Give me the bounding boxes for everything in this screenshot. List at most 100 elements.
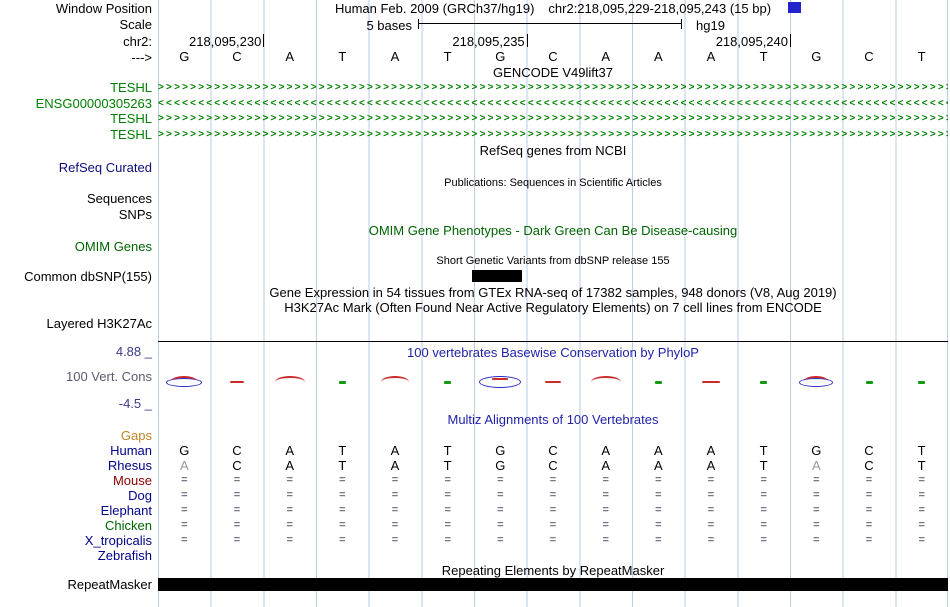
track-label-100-vert-cons[interactable]: 100 Vert. Cons bbox=[66, 369, 152, 384]
refseq-title[interactable]: RefSeq genes from NCBI bbox=[479, 143, 627, 158]
unalignable-mark: = bbox=[497, 504, 504, 516]
species-label-dog[interactable]: Dog bbox=[128, 488, 152, 503]
refseq-track[interactable] bbox=[158, 159, 948, 176]
unalignable-mark: = bbox=[339, 519, 346, 531]
phylop-mark bbox=[338, 381, 346, 384]
alignment-track-x_tropicalis[interactable]: = = = = = = = = = = = = = = = bbox=[158, 533, 948, 548]
species-label-gaps[interactable]: Gaps bbox=[120, 428, 152, 443]
unalignable-mark: = bbox=[181, 474, 188, 486]
alignment-track-zebrafish[interactable] bbox=[158, 548, 948, 563]
unalignable-mark: = bbox=[655, 474, 662, 486]
alignment-row-dog: Dog = = = = = = = = = = = = = = = bbox=[0, 488, 950, 503]
chrom-label: chr2: bbox=[123, 33, 152, 49]
repeat-element-bar[interactable] bbox=[158, 578, 948, 591]
transcript-forward-arrows[interactable]: >>>>>>>>>>>>>>>>>>>>>>>>>>>>>>>>>>>>>>>>… bbox=[158, 128, 948, 140]
aligned-base: C bbox=[548, 443, 558, 458]
track-label-layered-h3k27ac[interactable]: Layered H3K27Ac bbox=[46, 315, 152, 331]
alignment-track-gaps[interactable] bbox=[158, 428, 948, 443]
refseq-label-row: RefSeq Curated bbox=[0, 159, 950, 176]
gtex-title[interactable]: Gene Expression in 54 tissues from GTEx … bbox=[269, 284, 837, 300]
aligned-base: C bbox=[864, 458, 874, 473]
unalignable-mark: = bbox=[286, 489, 293, 501]
gencode-title[interactable]: GENCODE V49lift37 bbox=[493, 65, 613, 80]
reference-base: C bbox=[864, 49, 874, 64]
aligned-base: C bbox=[864, 443, 874, 458]
alignment-track-elephant[interactable]: = = = = = = = = = = = = = = = bbox=[158, 503, 948, 518]
reference-base: G bbox=[179, 49, 190, 64]
species-label-human[interactable]: Human bbox=[110, 443, 152, 458]
scale-bar bbox=[418, 19, 682, 29]
track-label-snps[interactable]: SNPs bbox=[118, 206, 152, 222]
alignment-track-chicken[interactable]: = = = = = = = = = = = = = = = bbox=[158, 518, 948, 533]
alignment-track-mouse[interactable]: = = = = = = = = = = = = = = = bbox=[158, 473, 948, 488]
species-label-mouse[interactable]: Mouse bbox=[112, 473, 152, 488]
blue-marker bbox=[788, 2, 801, 13]
dbsnp-title[interactable]: Short Genetic Variants from dbSNP releas… bbox=[436, 255, 670, 267]
track-label-sequences[interactable]: Sequences bbox=[86, 190, 152, 206]
species-label-rhesus[interactable]: Rhesus bbox=[107, 458, 152, 473]
aligned-base: A bbox=[706, 443, 716, 458]
species-label-chicken[interactable]: Chicken bbox=[105, 518, 152, 533]
track-gap bbox=[0, 331, 950, 341]
unalignable-mark: = bbox=[549, 519, 557, 531]
conservation-body-row: 100 Vert. Cons bbox=[0, 362, 950, 396]
omim-title[interactable]: OMIM Gene Phenotypes - Dark Green Can Be… bbox=[368, 222, 738, 238]
aligned-base: A bbox=[811, 458, 821, 473]
repeatmasker-track[interactable] bbox=[158, 577, 948, 592]
h3k27ac-track[interactable] bbox=[158, 315, 948, 331]
transcript-forward-arrows[interactable]: >>>>>>>>>>>>>>>>>>>>>>>>>>>>>>>>>>>>>>>>… bbox=[158, 82, 948, 93]
track-label-common-dbsnp[interactable]: Common dbSNP(155) bbox=[24, 268, 152, 284]
unalignable-mark: = bbox=[707, 489, 715, 501]
track-label-refseq-curated[interactable]: RefSeq Curated bbox=[58, 160, 152, 175]
omim-track[interactable] bbox=[158, 238, 948, 254]
conservation-title[interactable]: 100 vertebrates Basewise Conservation by… bbox=[158, 341, 948, 362]
species-label-x_tropicalis[interactable]: X_tropicalis bbox=[84, 533, 152, 548]
sequences-track[interactable] bbox=[158, 190, 948, 206]
track-label-teshl[interactable]: TESHL bbox=[110, 80, 152, 96]
track-label-repeatmasker[interactable]: RepeatMasker bbox=[67, 577, 152, 592]
unalignable-mark: = bbox=[549, 489, 557, 501]
scale-value: 5 bases bbox=[366, 18, 412, 33]
transcript-reverse-arrows[interactable]: <<<<<<<<<<<<<<<<<<<<<<<<<<<<<<<<<<<<<<<<… bbox=[158, 97, 948, 109]
h3k27ac-title[interactable]: H3K27Ac Mark (Often Found Near Active Re… bbox=[284, 300, 822, 315]
species-label-elephant[interactable]: Elephant bbox=[100, 503, 152, 518]
unalignable-mark: = bbox=[707, 504, 715, 516]
multiz-title[interactable]: Multiz Alignments of 100 Vertebrates bbox=[447, 411, 659, 427]
publications-title[interactable]: Publications: Sequences in Scientific Ar… bbox=[444, 177, 662, 189]
alignment-track-dog[interactable]: = = = = = = = = = = = = = = = bbox=[158, 488, 948, 503]
reference-base: A bbox=[285, 49, 294, 64]
unalignable-mark: = bbox=[286, 504, 293, 516]
conservation-max-label: 4.88 _ bbox=[115, 344, 152, 359]
unalignable-mark: = bbox=[181, 534, 188, 546]
scale-label: Scale bbox=[119, 17, 152, 32]
unalignable-mark: = bbox=[602, 474, 609, 486]
unalignable-mark: = bbox=[865, 519, 873, 531]
track-label-omim-genes[interactable]: OMIM Genes bbox=[74, 238, 152, 254]
reference-base: A bbox=[601, 49, 610, 64]
track-label-teshl[interactable]: TESHL bbox=[110, 126, 152, 142]
unalignable-mark: = bbox=[813, 519, 820, 531]
aligned-base: A bbox=[706, 458, 716, 473]
aligned-base: T bbox=[443, 458, 452, 473]
track-label-ensg00000305263[interactable]: ENSG00000305263 bbox=[35, 95, 152, 111]
track-label-teshl[interactable]: TESHL bbox=[110, 111, 152, 127]
scale-content: 5 bases hg19 bbox=[158, 16, 948, 33]
gencode-row: ENSG00000305263 <<<<<<<<<<<<<<<<<<<<<<<<<… bbox=[0, 96, 950, 112]
repeatmasker-title[interactable]: Repeating Elements by RepeatMasker bbox=[441, 562, 665, 578]
phylop-mark bbox=[171, 376, 198, 381]
scale-row: Scale 5 bases hg19 bbox=[0, 16, 950, 33]
unalignable-mark: = bbox=[549, 534, 557, 546]
snps-track[interactable] bbox=[158, 206, 948, 222]
conservation-plot[interactable] bbox=[158, 362, 948, 396]
snp-variant-box[interactable] bbox=[472, 270, 522, 282]
unalignable-mark: = bbox=[339, 534, 346, 546]
unalignable-mark: = bbox=[760, 519, 767, 531]
unalignable-mark: = bbox=[286, 534, 293, 546]
transcript-forward-arrows[interactable]: >>>>>>>>>>>>>>>>>>>>>>>>>>>>>>>>>>>>>>>>… bbox=[158, 113, 948, 124]
species-label-zebrafish[interactable]: Zebrafish bbox=[97, 548, 152, 563]
dbsnp-track[interactable] bbox=[158, 268, 948, 284]
window-position-label: Window Position bbox=[55, 0, 152, 16]
